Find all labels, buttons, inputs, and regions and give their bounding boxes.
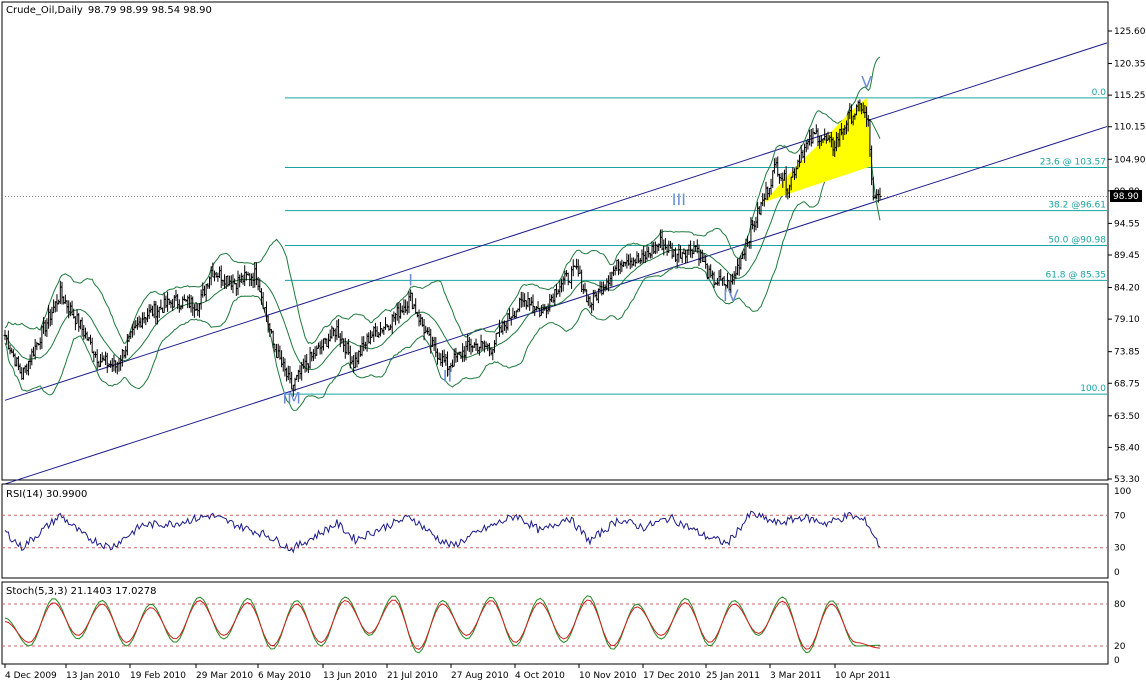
x-tick-label: 6 May 2010 [258, 671, 311, 681]
x-tick-label: 4 Dec 2009 [5, 671, 57, 681]
rsi-tick-label: 70 [1114, 511, 1126, 521]
x-tick-label: 4 Oct 2010 [515, 671, 565, 681]
fib-label: 38.2 @96.61 [1048, 201, 1106, 211]
trend-channel-line [4, 126, 1108, 485]
price-tick-label: 73.85 [1114, 348, 1140, 358]
fib-label: 50.0 @90.98 [1048, 236, 1106, 246]
wave-label: IV [723, 286, 739, 305]
x-tick-label: 25 Jan 2011 [706, 671, 760, 681]
bollinger-lower [4, 146, 881, 411]
price-tick-label: 79.10 [1114, 315, 1140, 325]
x-axis: 4 Dec 2009 13 Jan 2010 19 Feb 2010 29 Mar 2… [4, 664, 891, 681]
price-panel-frame [1, 1, 1109, 481]
stoch-main-line [4, 595, 880, 654]
wave-label: III [672, 190, 686, 209]
x-tick-label: 13 Jan 2010 [66, 671, 120, 681]
current-price-label: 98.90 [1113, 192, 1139, 202]
wave-label: V [861, 72, 872, 91]
x-tick-label: 27 Aug 2010 [451, 671, 509, 681]
current-price-tag: 98.90 [1110, 190, 1142, 202]
rsi-tick-label: 100 [1114, 487, 1131, 497]
price-tick-label: 94.55 [1114, 219, 1140, 229]
price-tick-label: 115.25 [1114, 91, 1146, 101]
rsi-tick-label: 0 [1114, 568, 1120, 578]
price-tick-label: 53.30 [1114, 475, 1140, 485]
stoch-tick-label: 20 [1114, 642, 1126, 652]
stoch-panel[interactable]: 80 20 0 Stoch(5,3,3) 21.1403 17.0278 [1, 581, 1126, 666]
x-tick-label: 13 Jun 2010 [323, 671, 377, 681]
price-tick-label: 68.75 [1114, 379, 1140, 389]
stoch-panel-frame [1, 581, 1109, 665]
symbol-label: Crude_Oil,Daily 98.79 98.99 98.54 98.90 [6, 5, 212, 16]
rsi-title: RSI(14) 30.9900 [6, 489, 87, 500]
price-tick-label: 84.20 [1114, 284, 1140, 294]
wave-v-highlight [764, 97, 872, 202]
price-panel[interactable]: Crude_Oil,Daily 98.79 98.99 98.54 98.90 0… [1, 1, 1146, 485]
x-tick-label: 17 Dec 2010 [643, 671, 701, 681]
wave-label: I [408, 271, 413, 290]
fib-label: 0.0 [1092, 88, 1107, 98]
trend-channel-line [4, 42, 1108, 401]
wave-label: II [443, 367, 452, 386]
price-tick-label: 63.50 [1114, 412, 1140, 422]
wave-label: IM [282, 388, 301, 407]
price-tick-label: 104.90 [1114, 155, 1146, 165]
bollinger-upper [4, 56, 881, 345]
stoch-tick-label: 0 [1114, 656, 1120, 666]
rsi-panel[interactable]: 100 70 30 0 RSI(14) 30.9900 [1, 483, 1131, 579]
x-tick-label: 10 Nov 2010 [579, 671, 637, 681]
price-tick-label: 89.45 [1114, 251, 1140, 261]
price-tick-label: 110.15 [1114, 123, 1146, 133]
x-tick-label: 19 Feb 2010 [130, 671, 186, 681]
price-tick-label: 120.35 [1114, 60, 1146, 70]
fib-label: 61.8 @ 85.35 [1045, 270, 1106, 280]
rsi-panel-frame [1, 483, 1109, 579]
stoch-title: Stoch(5,3,3) 21.1403 17.0278 [6, 586, 157, 597]
rsi-line [4, 510, 881, 554]
stoch-signal-line [4, 599, 881, 650]
price-tick-label: 125.60 [1114, 27, 1146, 37]
fib-label: 23.6 @ 103.57 [1040, 158, 1106, 168]
stoch-tick-label: 80 [1114, 600, 1126, 610]
price-tick-label: 58.40 [1114, 443, 1140, 453]
x-tick-label: 3 Mar 2011 [770, 671, 821, 681]
x-tick-label: 29 Mar 2010 [196, 671, 253, 681]
x-tick-label: 21 Jul 2010 [387, 671, 438, 681]
rsi-tick-label: 30 [1114, 544, 1126, 554]
x-tick-label: 10 Apr 2011 [835, 671, 891, 681]
fib-label: 100.0 [1080, 384, 1106, 394]
